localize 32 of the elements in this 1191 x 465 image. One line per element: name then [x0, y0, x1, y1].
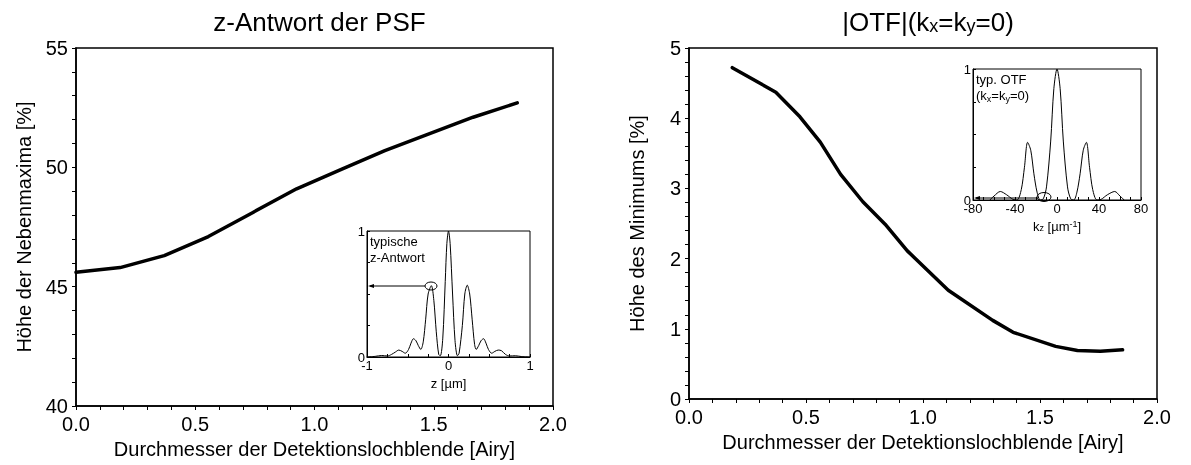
x-tick-label: -40	[1005, 201, 1025, 216]
x-tick-label: 0.5	[792, 406, 820, 428]
y-tick-label: 1	[669, 317, 681, 340]
chart-title: |OTF|(kx=ky=0)	[842, 7, 1014, 37]
y-tick-label: 50	[45, 156, 68, 179]
line-series	[730, 65, 1125, 354]
x-tick-label: 0.5	[181, 413, 210, 435]
y-axis-title: Höhe des Minimums [%]	[626, 115, 648, 332]
x-tick-label: 1.0	[909, 406, 937, 428]
y-axis-title: Höhe der Nebenmaxima [%]	[13, 101, 35, 353]
x-tick-label: 2.0	[1143, 406, 1171, 428]
x-tick-label: 1.5	[419, 413, 448, 435]
x-tick-label: 0	[444, 358, 453, 373]
y-tick-label: 5	[669, 37, 681, 59]
annotation: typische z-Antwort	[370, 233, 426, 265]
y-tick-label: 55	[45, 37, 68, 59]
x-axis-title: z [µm]	[430, 375, 467, 391]
x-tick-label: 1.5	[1026, 406, 1054, 428]
x-tick-label: 0.0	[62, 413, 90, 435]
x-tick-label: 40	[1091, 201, 1107, 216]
x-axis-title: Durchmesser der Detektionslochblende [Airy]	[722, 430, 1124, 453]
y-tick-label: 4	[669, 107, 681, 130]
x-axis-title: Durchmesser der Detektionslochblende [Airy]	[113, 437, 516, 460]
x-tick-label: 1	[526, 358, 534, 373]
y-tick-label: 45	[45, 275, 68, 298]
y-tick-label: 2	[669, 247, 681, 270]
y-tick-label: 3	[669, 177, 681, 200]
x-tick-label: 80	[1133, 201, 1149, 216]
x-tick-label: 1.0	[300, 413, 329, 435]
x-tick-label: 0	[1053, 201, 1061, 216]
chart-title: z-Antwort der PSF	[213, 7, 426, 37]
x-tick-label: 2.0	[539, 413, 567, 435]
